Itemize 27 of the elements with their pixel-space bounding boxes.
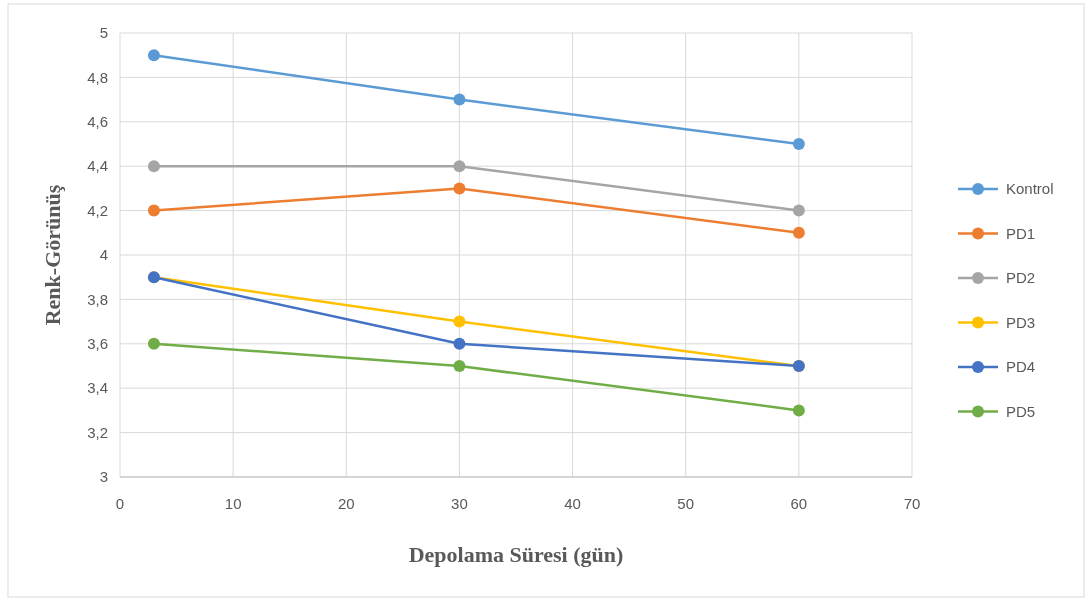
x-tick-label: 0 — [115, 495, 125, 512]
y-tick-label: 4,4 — [87, 157, 108, 175]
y-tick-label: 4,2 — [87, 201, 108, 219]
x-tick-label: 30 — [451, 495, 468, 512]
x-axis-title: Depolama Süresi (gün) — [408, 542, 624, 567]
legend-label: Kontrol — [1006, 180, 1054, 198]
y-tick-label: 4,6 — [87, 113, 108, 131]
y-axis-title: Renk-Görünüş — [40, 184, 65, 326]
y-tick-label: 4 — [99, 246, 108, 264]
y-tick-label: 3,8 — [87, 290, 108, 308]
y-tick-label: 3,6 — [87, 335, 108, 353]
y-tick-label: 3 — [99, 468, 108, 486]
y-tick-label: 3,4 — [87, 379, 108, 397]
legend-label: PD3 — [1006, 313, 1036, 331]
y-tick-label: 5 — [99, 24, 108, 42]
legend-label: PD5 — [1006, 402, 1036, 420]
legend-label: PD1 — [1006, 224, 1036, 242]
y-tick-label: 3,2 — [87, 423, 108, 441]
x-tick-label: 60 — [790, 495, 808, 512]
y-tick-label: 4,8 — [87, 68, 108, 86]
x-tick-label: 70 — [903, 495, 921, 512]
x-tick-label: 50 — [677, 495, 695, 512]
x-tick-label: 40 — [564, 495, 581, 512]
x-tick-label: 20 — [337, 495, 355, 512]
x-tick-label: 10 — [224, 495, 242, 512]
legend-label: PD2 — [1006, 269, 1036, 287]
legend-label: PD4 — [1006, 358, 1036, 376]
